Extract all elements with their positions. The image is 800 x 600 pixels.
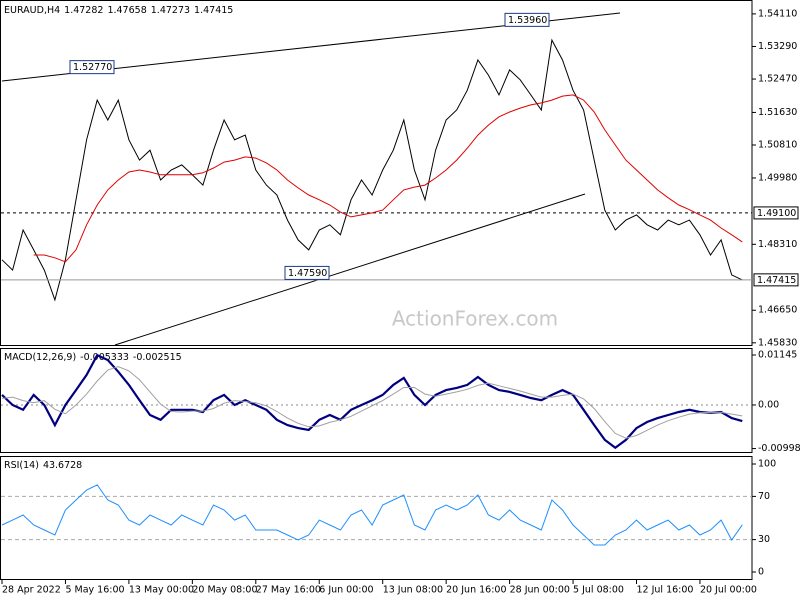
price-line (1, 38, 743, 302)
y-tick-label: 0.01145 (758, 349, 797, 360)
watermark: ActionForex.com (392, 307, 558, 331)
level-label: 1.49100 (757, 208, 796, 219)
y-tick-label: 0 (758, 567, 764, 578)
x-tick-label: 28 Apr 2022 (2, 585, 61, 596)
trendline-lower (114, 193, 586, 346)
x-tick-label: 28 Jun 00:00 (510, 585, 570, 596)
price-annotation-box (284, 265, 330, 280)
x-tick-label: 12 Jul 16:00 (637, 585, 694, 596)
x-tick-label: 5 May 16:00 (65, 585, 124, 596)
y-tick-label: 1.54110 (758, 8, 797, 19)
y-tick-label: 30 (758, 534, 770, 545)
panel-header: EURAUD,H4 1.47282 1.47658 1.47273 1.47415 (4, 5, 233, 16)
panel-frame (0, 348, 753, 453)
y-tick-label: 1.48310 (758, 239, 797, 250)
panel-frame (0, 456, 753, 580)
ohlc-value: 1.47282 (64, 5, 103, 16)
y-tick-label: 70 (758, 491, 770, 502)
y-tick-label: 1.49980 (758, 172, 797, 183)
x-tick-label: 20 Jul 00:00 (700, 585, 757, 596)
x-tick-label: 20 Jun 16:00 (446, 585, 506, 596)
price-annotation-box (69, 60, 115, 75)
y-tick-label: -0.009985 (758, 443, 800, 454)
x-tick-label: 6 Jun 00:00 (319, 585, 373, 596)
panel-header: RSI(14) 43.6728 (4, 460, 82, 471)
x-tick-label: 27 May 16:00 (256, 585, 321, 596)
level-box (753, 206, 799, 220)
indicator-value: 43.6728 (43, 460, 82, 471)
current-price-label: 1.47415 (757, 275, 796, 286)
y-tick-label: 1.51630 (758, 107, 797, 118)
x-tick-label: 13 May 00:00 (129, 585, 194, 596)
current-price-box (753, 273, 799, 287)
panel-frame (0, 0, 753, 346)
indicator-value: -0.005333 (80, 352, 129, 363)
y-tick-label: 1.53290 (758, 41, 797, 52)
x-tick-label: 5 Jul 08:00 (573, 585, 624, 596)
y-tick-label: 1.52470 (758, 74, 797, 85)
y-tick-label: 1.45830 (758, 337, 797, 348)
price-annotation: 1.53960 (508, 15, 547, 26)
indicator-line (1, 484, 743, 546)
panel-title: RSI(14) (4, 460, 39, 471)
indicator-line (1, 353, 743, 450)
price-annotation: 1.47590 (288, 268, 327, 279)
price-annotation-box (504, 12, 550, 27)
ohlc-value: 1.47415 (194, 5, 233, 16)
y-tick-label: 1.50810 (758, 139, 797, 150)
ohlc-value: 1.47273 (151, 5, 190, 16)
y-tick-label: 0.00 (758, 399, 779, 410)
panel-title: EURAUD,H4 (4, 5, 60, 16)
panel-title: MACD(12,26,9) (4, 352, 76, 363)
panel-header: MACD(12,26,9) -0.005333 -0.002515 (4, 352, 182, 363)
y-tick-label: 1.46650 (758, 305, 797, 316)
indicator-line (33, 94, 743, 263)
indicator-line (1, 366, 743, 439)
y-tick-label: 100 (758, 458, 776, 469)
x-tick-label: 20 May 08:00 (192, 585, 257, 596)
ohlc-value: 1.47658 (107, 5, 146, 16)
indicator-value: -0.002515 (133, 352, 182, 363)
x-tick-label: 13 Jun 08:00 (383, 585, 443, 596)
price-annotation: 1.52770 (73, 62, 112, 73)
